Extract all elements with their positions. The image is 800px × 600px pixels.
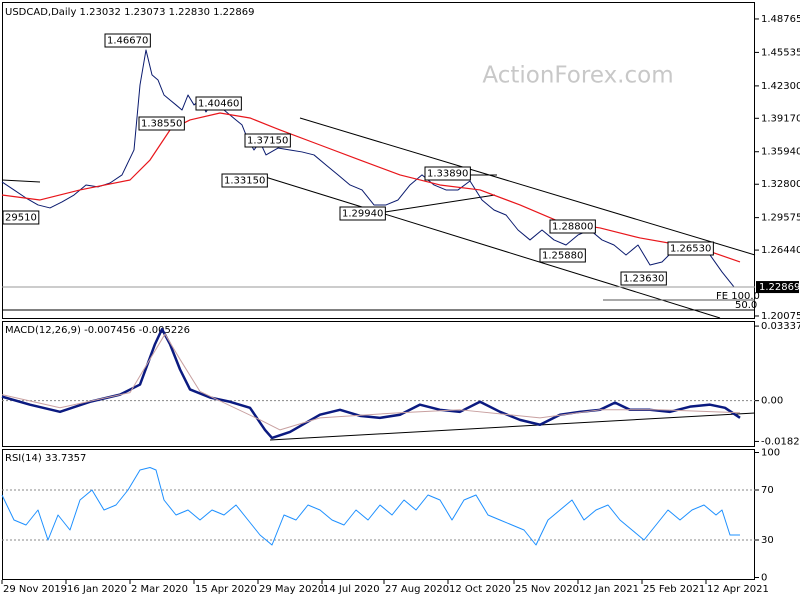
x-tick-label: 12 Oct 2020 [449, 584, 511, 595]
channel-upper [299, 117, 756, 256]
y-tick-label: 0.00 [761, 396, 783, 407]
y-tick-label: 1.26440 [761, 245, 800, 256]
rsi-panel-frame [2, 449, 755, 580]
panel-title: RSI(14) 33.7357 [5, 453, 86, 464]
y-tick-label: 1.20075 [761, 311, 800, 322]
trend-line [1, 179, 41, 183]
x-tick-label: 27 Aug 2020 [385, 584, 449, 595]
annotation-box [221, 173, 268, 188]
annotation-box [2, 210, 40, 225]
series-line [1, 49, 741, 288]
macd-panel-frame [2, 321, 755, 447]
annotation: 1.33150 [224, 176, 265, 187]
series-line [1, 467, 740, 546]
annotation: 1.29940 [342, 209, 383, 220]
annotation-box [138, 116, 185, 131]
annotation-box [667, 241, 714, 256]
annotation: 1.25880 [542, 251, 583, 262]
channel-lower [261, 175, 721, 319]
y-tick-label: 1.35940 [761, 147, 800, 158]
annotation: 50.0 [735, 300, 757, 311]
series-line [1, 327, 741, 440]
annotation: 1.46670 [107, 36, 148, 47]
x-tick-label: 25 Nov 2020 [515, 584, 579, 595]
series-line [1, 112, 741, 263]
panel-title: MACD(12,26,9) -0.007456 -0.005226 [5, 325, 190, 336]
price-panel-frame [2, 2, 755, 319]
annotation-box [104, 33, 151, 48]
y-tick-label: 1.48765 [761, 14, 800, 25]
annotation-box [195, 96, 242, 111]
y-tick-label: 70 [761, 485, 774, 496]
panel-title: USDCAD,Daily 1.23032 1.23073 1.22830 1.2… [5, 7, 255, 18]
x-tick-label: 12 Apr 2021 [707, 584, 769, 595]
annotation: 1.37150 [247, 136, 288, 147]
y-tick-label: 0 [761, 573, 767, 584]
annotation-box [620, 271, 667, 286]
y-tick-label: 1.42300 [761, 81, 800, 92]
y-tick-label: 1.45535 [761, 47, 800, 58]
x-tick-label: 12 Jan 2021 [579, 584, 639, 595]
x-tick-label: 29 Nov 2019 [3, 584, 67, 595]
x-tick-label: 14 Jul 2020 [323, 584, 380, 595]
y-tick-label: 1.29575 [761, 213, 800, 224]
y-tick-label: 30 [761, 535, 774, 546]
x-tick-label: 29 May 2020 [259, 584, 324, 595]
annotation-box [424, 166, 471, 181]
annotation: 1.33890 [427, 169, 468, 180]
macd-trend-line [269, 412, 756, 441]
annotation-box [539, 248, 586, 263]
trend-line [384, 194, 496, 213]
annotation: FE 100.0 [716, 291, 760, 302]
annotation: 29510 [5, 213, 37, 224]
y-tick-label: -0.018262 [761, 436, 800, 447]
series-line [1, 333, 741, 431]
annotation: 1.26530 [670, 244, 711, 255]
x-tick-label: 2 Mar 2020 [131, 584, 188, 595]
annotation-box [549, 219, 596, 234]
annotation: 1.23630 [623, 274, 664, 285]
x-tick-label: 16 Jan 2020 [67, 584, 127, 595]
annotation-box [339, 206, 386, 221]
annotation: 1.28800 [552, 222, 593, 233]
price-label: 1.22869 [759, 282, 800, 293]
y-tick-label: 100 [761, 448, 780, 459]
x-tick-label: 25 Feb 2021 [643, 584, 705, 595]
annotation: 1.40460 [198, 99, 239, 110]
price-label-box [756, 281, 799, 294]
annotation: 1.38550 [141, 119, 182, 130]
y-tick-label: 1.39170 [761, 113, 800, 124]
y-tick-label: 0.03337 [761, 321, 800, 332]
annotation-box [244, 133, 291, 148]
x-tick-label: 15 Apr 2020 [195, 584, 257, 595]
y-tick-label: 1.32800 [761, 179, 800, 190]
watermark: ActionForex.com [482, 63, 673, 89]
